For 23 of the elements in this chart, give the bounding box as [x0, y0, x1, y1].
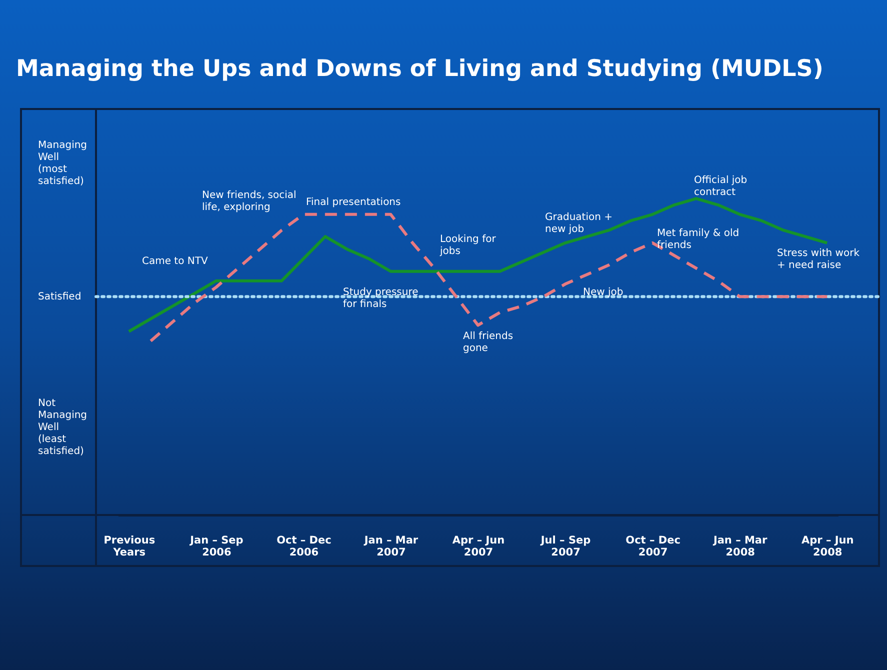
x-tick-label: Oct – Dec 2007 [626, 534, 680, 558]
annotation: Came to NTV [142, 256, 208, 267]
annotation: Stress with work + need raise [777, 248, 860, 271]
text: Managing Well (most satisfied) [38, 140, 88, 187]
ref-line-label: Satisfied [38, 292, 82, 303]
annotation: New job [583, 287, 624, 298]
annotation: Final presentations [306, 197, 401, 208]
text: Official job contract [694, 175, 748, 198]
annotation: All friends gone [463, 331, 514, 354]
x-tick-label: Oct – Dec 2006 [276, 534, 332, 558]
x-tick-label: Jan – Sep 2006 [189, 534, 244, 558]
x-tick-label: Jan – Mar 2007 [363, 534, 419, 558]
x-tick-label: Jan – Mar 2008 [712, 534, 768, 558]
x-tick-label: Apr – Jun 2008 [801, 534, 854, 558]
x-tick-label: Apr – Jun 2007 [452, 534, 505, 558]
x-tick-label: Previous Years [104, 534, 156, 558]
annotation: Study pressure for finals [343, 287, 418, 310]
annotation: Looking for jobs [439, 234, 497, 257]
x-tick-label: Jul – Sep 2007 [540, 534, 592, 558]
annotation: New friends, social life, exploring [202, 190, 296, 213]
annotation: Graduation + new job [545, 212, 613, 235]
text: Not Managing Well (least satisfied) [38, 398, 88, 457]
chart-title: Managing the Ups and Downs of Living and Studying (MUDLS) [16, 56, 824, 82]
